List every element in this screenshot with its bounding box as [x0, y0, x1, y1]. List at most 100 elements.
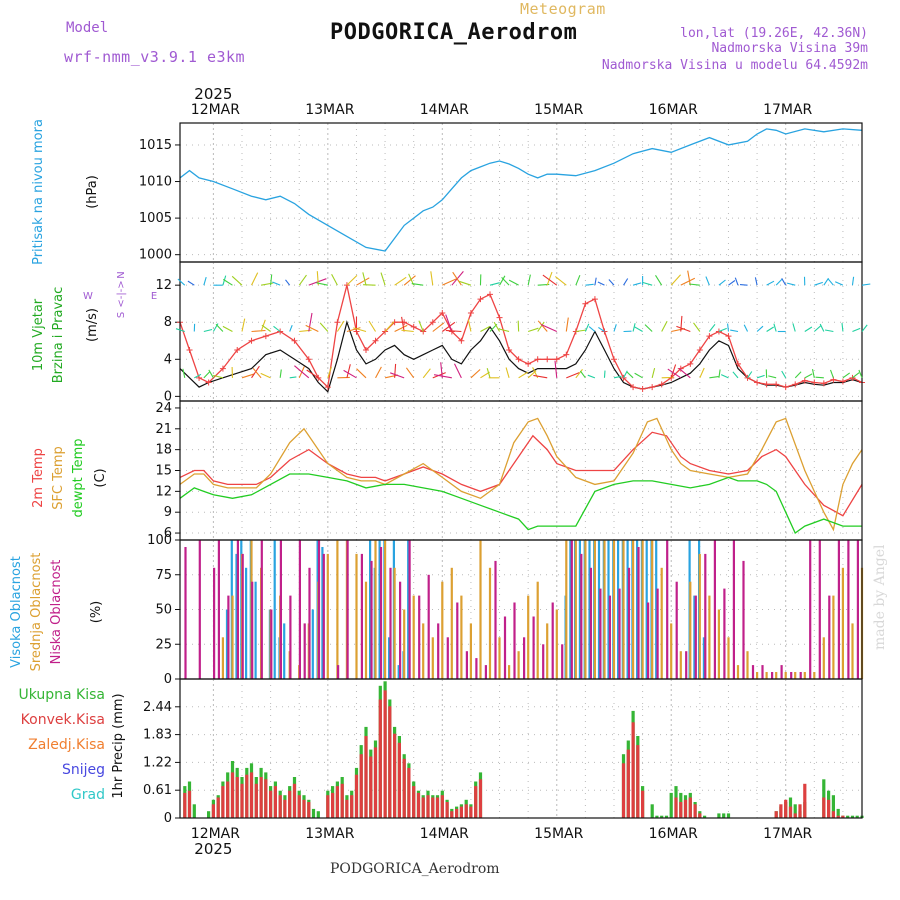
clouds-bar: [622, 540, 625, 679]
wind-vector: [306, 369, 319, 379]
clouds-bar: [685, 651, 688, 679]
precip-bar: [416, 792, 421, 818]
wind-vector: [687, 270, 691, 286]
clouds-bar: [570, 540, 573, 679]
wind-vector: [394, 276, 407, 286]
precip-bar: [669, 792, 673, 818]
clouds-bar: [289, 595, 292, 679]
precip-bar: [359, 754, 363, 818]
wind-vector: [693, 322, 701, 332]
clouds-bar: [809, 540, 812, 679]
clouds-bar: [603, 540, 606, 679]
clouds-bar: [555, 609, 558, 679]
wind-gust-marker: [219, 365, 226, 372]
clouds-bar: [727, 637, 730, 679]
clouds-ytick-label: 25: [155, 637, 172, 652]
clouds-bar: [536, 581, 539, 679]
precip-bar: [249, 772, 254, 818]
wind-gust-marker: [553, 356, 560, 363]
precip-bar: [478, 779, 483, 818]
wind-vector: [699, 367, 705, 379]
precip-bar: [674, 797, 678, 818]
clouds-bar: [584, 540, 587, 679]
wind-vector: [680, 315, 683, 332]
wind-vector: [215, 323, 224, 332]
wind-vector: [689, 283, 700, 286]
wind-gust-marker: [277, 328, 284, 335]
wind-vector: [644, 324, 653, 332]
precip-ytick-label: 0.61: [143, 783, 172, 798]
clouds-bar: [666, 540, 669, 679]
wind-vector: [661, 321, 668, 332]
day-label-top: 14MAR: [420, 102, 469, 118]
wind-vector: [852, 327, 861, 333]
wind-vector: [537, 321, 545, 332]
wind-vector: [566, 372, 580, 379]
wind-vector: [273, 325, 281, 332]
precip-ytick-label: 2.44: [143, 700, 172, 715]
clouds-bar: [847, 540, 850, 679]
wind-vector: [730, 329, 739, 333]
wind-vector: [813, 325, 822, 332]
clouds-bar: [469, 623, 472, 679]
precip-bar: [846, 815, 850, 818]
wind-vector: [305, 324, 319, 332]
wind-vector: [834, 281, 844, 286]
precip-bar: [655, 815, 659, 818]
precip-bar: [660, 815, 664, 818]
wind-vector: [667, 368, 682, 379]
wind-vector: [811, 368, 815, 378]
clouds-bar: [370, 560, 373, 679]
wind-gust-marker: [458, 337, 465, 344]
precip-panel: [175, 678, 864, 819]
precip-bar: [621, 763, 626, 818]
precip-bar: [292, 783, 297, 818]
wind-vector: [634, 372, 643, 379]
clouds-bar: [597, 540, 601, 679]
precip-bar: [779, 804, 783, 818]
precip-bar: [650, 804, 654, 818]
clouds-bar: [303, 623, 306, 679]
wind-gust-marker: [782, 384, 789, 391]
wind-vector: [187, 280, 195, 286]
precip-bar: [211, 804, 215, 818]
clouds-bar: [617, 540, 620, 679]
temp-side-label-2m: 2m Temp: [31, 448, 46, 508]
precip-ytick-label: 1.83: [143, 728, 172, 743]
wind-vector: [260, 282, 274, 286]
precip-bar: [297, 795, 301, 818]
wind-vector: [632, 323, 636, 332]
clouds-bar: [198, 540, 201, 679]
pressure-side-label: Pritisak na nivou mora: [31, 119, 46, 265]
clouds-bar: [355, 553, 358, 679]
clouds-bar: [723, 588, 726, 679]
temperature-ytick-label: 18: [155, 443, 172, 458]
wind-gust-marker: [582, 300, 589, 307]
wind-gust-marker: [410, 323, 417, 330]
wind-ylabel: (m/s): [85, 308, 100, 342]
wind-vector: [632, 282, 642, 286]
wind-vector: [540, 323, 557, 333]
compass-south: S: [116, 312, 127, 318]
wind-vector: [394, 324, 408, 332]
wind-vector: [260, 372, 271, 379]
clouds-bar: [360, 553, 363, 679]
clouds-bar: [479, 540, 482, 679]
wind-vector: [584, 323, 590, 332]
precip-bar: [831, 811, 835, 818]
wind-vector: [585, 283, 594, 286]
day-label-top: 12MAR: [191, 102, 240, 118]
clouds-bar: [251, 581, 254, 679]
clouds-bar: [655, 540, 658, 679]
clouds-bar: [245, 567, 248, 679]
day-label-top: 15MAR: [534, 102, 583, 118]
precip-bar: [631, 722, 635, 818]
wind-vector: [489, 282, 500, 286]
precip-bar: [407, 767, 411, 818]
precip-bar: [373, 747, 378, 818]
wind-vector: [575, 274, 581, 286]
wind-vector: [298, 274, 307, 286]
wind-gust-marker: [687, 360, 694, 367]
wind-side-label-1: 10m Vjetar: [31, 298, 46, 371]
wind-vector: [203, 276, 207, 286]
